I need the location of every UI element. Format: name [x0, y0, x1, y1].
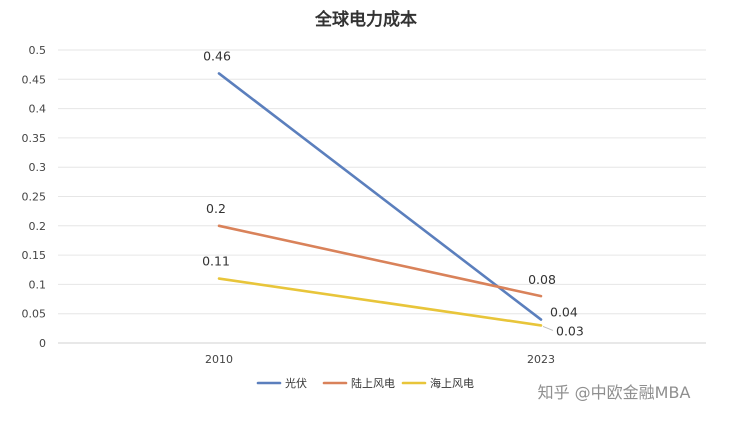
- y-tick-label: 0.3: [29, 161, 47, 174]
- x-tick-label: 2010: [205, 353, 233, 366]
- data-label: 0.46: [203, 48, 231, 63]
- y-tick-label: 0.25: [22, 191, 47, 204]
- plot-area: [217, 72, 543, 327]
- series-line-3: [217, 277, 543, 327]
- legend: 光伏 陆上风电 海上风电: [256, 376, 474, 390]
- data-labels: 0.46 0.04 0.2 0.08 0.11 0.03: [202, 48, 584, 338]
- legend-label-2: 陆上风电: [351, 376, 395, 390]
- y-tick-label: 0.5: [29, 44, 47, 57]
- series-line-2: [217, 224, 543, 298]
- data-label: 0.11: [202, 254, 230, 269]
- y-tick-label: 0.05: [22, 308, 47, 321]
- watermark: 知乎 @中欧金融MBA: [538, 383, 691, 402]
- series-line-1: [217, 72, 543, 321]
- x-tick-label: 2023: [527, 353, 555, 366]
- data-label: 0.04: [550, 305, 578, 320]
- y-tick-label: 0: [39, 337, 46, 350]
- legend-label-3: 海上风电: [430, 376, 474, 390]
- data-label: 0.03: [556, 323, 584, 338]
- y-tick-label: 0.45: [22, 73, 47, 86]
- y-tick-label: 0.1: [29, 278, 47, 291]
- y-tick-label: 0.15: [22, 249, 47, 262]
- x-axis-ticks: 2010 2023: [205, 353, 555, 366]
- legend-label-1: 光伏: [285, 376, 307, 390]
- y-tick-label: 0.35: [22, 132, 47, 145]
- chart-title: 全球电力成本: [314, 9, 417, 30]
- y-axis-ticks: 0 0.05 0.1 0.15 0.2 0.25 0.3 0.35 0.4 0.45 0.5: [22, 44, 47, 350]
- y-tick-label: 0.2: [29, 220, 47, 233]
- label-leader-line: [542, 325, 554, 331]
- y-tick-label: 0.4: [29, 103, 47, 116]
- data-label: 0.2: [206, 201, 226, 216]
- data-label: 0.08: [528, 272, 556, 287]
